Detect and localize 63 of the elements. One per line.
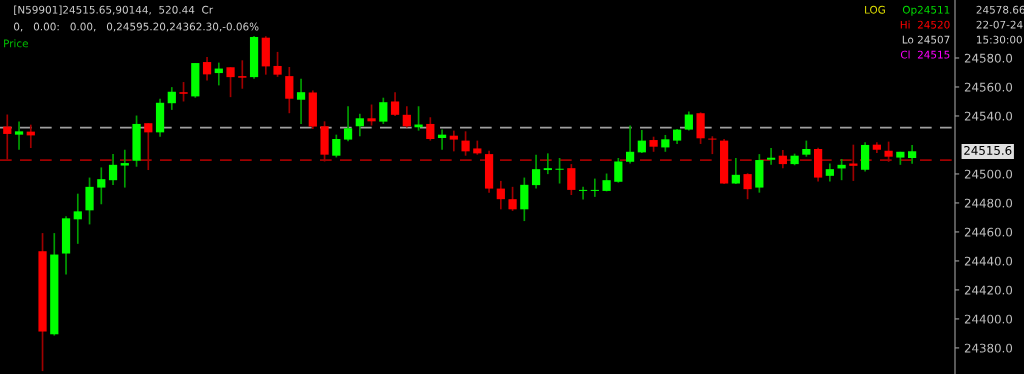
y-tick-label: 24400.0 <box>964 314 1013 324</box>
y-tick-label: 24460.0 <box>964 227 1013 237</box>
candlestick <box>379 96 388 125</box>
candlestick <box>531 153 541 190</box>
candlestick <box>390 91 400 117</box>
annotation: Price <box>4 39 28 48</box>
candlestick <box>97 166 106 206</box>
text: 22-07-24 <box>976 20 1023 29</box>
candlestick <box>567 163 576 196</box>
y-tick-label: 24500.0 <box>964 169 1013 179</box>
text: 15:30:00 <box>977 35 1022 44</box>
candlestick <box>402 105 411 129</box>
candlestick <box>496 180 505 211</box>
y-tick-label: 24380.0 <box>964 343 1013 353</box>
annotation: Lo 24507 <box>902 35 950 44</box>
y-tick-label: 24440.0 <box>964 256 1013 266</box>
candlestick <box>766 147 776 166</box>
candlestick <box>555 157 564 185</box>
candlestick <box>14 120 24 151</box>
candlestick <box>449 129 458 153</box>
y-tick-label: 24420.0 <box>964 285 1013 295</box>
candlestick <box>543 152 552 175</box>
y-tick-label: 24560.0 <box>964 82 1013 92</box>
candlestick <box>179 81 188 103</box>
candlestick <box>426 116 435 142</box>
candlestick <box>837 158 846 182</box>
candlestick <box>238 59 247 90</box>
candlestick <box>285 66 294 115</box>
candlestick <box>731 157 740 185</box>
text: 24515.6 <box>964 145 1012 155</box>
candlestick <box>614 157 623 184</box>
candlestick <box>578 186 588 201</box>
candlestick <box>73 192 82 245</box>
candlestick <box>273 51 282 78</box>
y-tick-label: 24540.0 <box>964 111 1013 121</box>
candlestick <box>202 56 212 82</box>
candlestick <box>508 186 517 212</box>
candlestick <box>590 177 599 198</box>
annotation: LOG <box>865 5 885 14</box>
candlestick <box>108 153 118 186</box>
candlestick <box>908 144 917 165</box>
candlestick <box>332 133 341 159</box>
annotation: Hi 24520 <box>900 20 950 29</box>
candlestick <box>343 105 353 143</box>
annotation: Cl 24515 <box>900 50 950 59</box>
y-tick-label: 24580.0 <box>964 53 1013 63</box>
candlestick <box>637 129 646 154</box>
candlestick <box>625 124 635 165</box>
annotation: [N59901]24515.65,90144, 520.44 Cr <box>14 5 214 15</box>
text: 24578.66 <box>976 5 1024 14</box>
candlestick <box>743 172 752 201</box>
candlestick <box>461 130 470 157</box>
candlestick <box>367 103 376 127</box>
candlestick <box>167 86 176 111</box>
y-tick-label: 24480.0 <box>964 198 1013 208</box>
candlestick <box>296 77 306 125</box>
candlestick <box>226 66 235 98</box>
annotation: 0, 0.00: 0.00, 0,24595.20,24362.30,-0.06% <box>14 22 259 32</box>
candlestick <box>120 148 129 189</box>
candlestick <box>85 176 94 226</box>
candlestick <box>355 112 364 138</box>
candlestick <box>684 110 693 132</box>
annotation: Op24511 <box>902 5 950 16</box>
